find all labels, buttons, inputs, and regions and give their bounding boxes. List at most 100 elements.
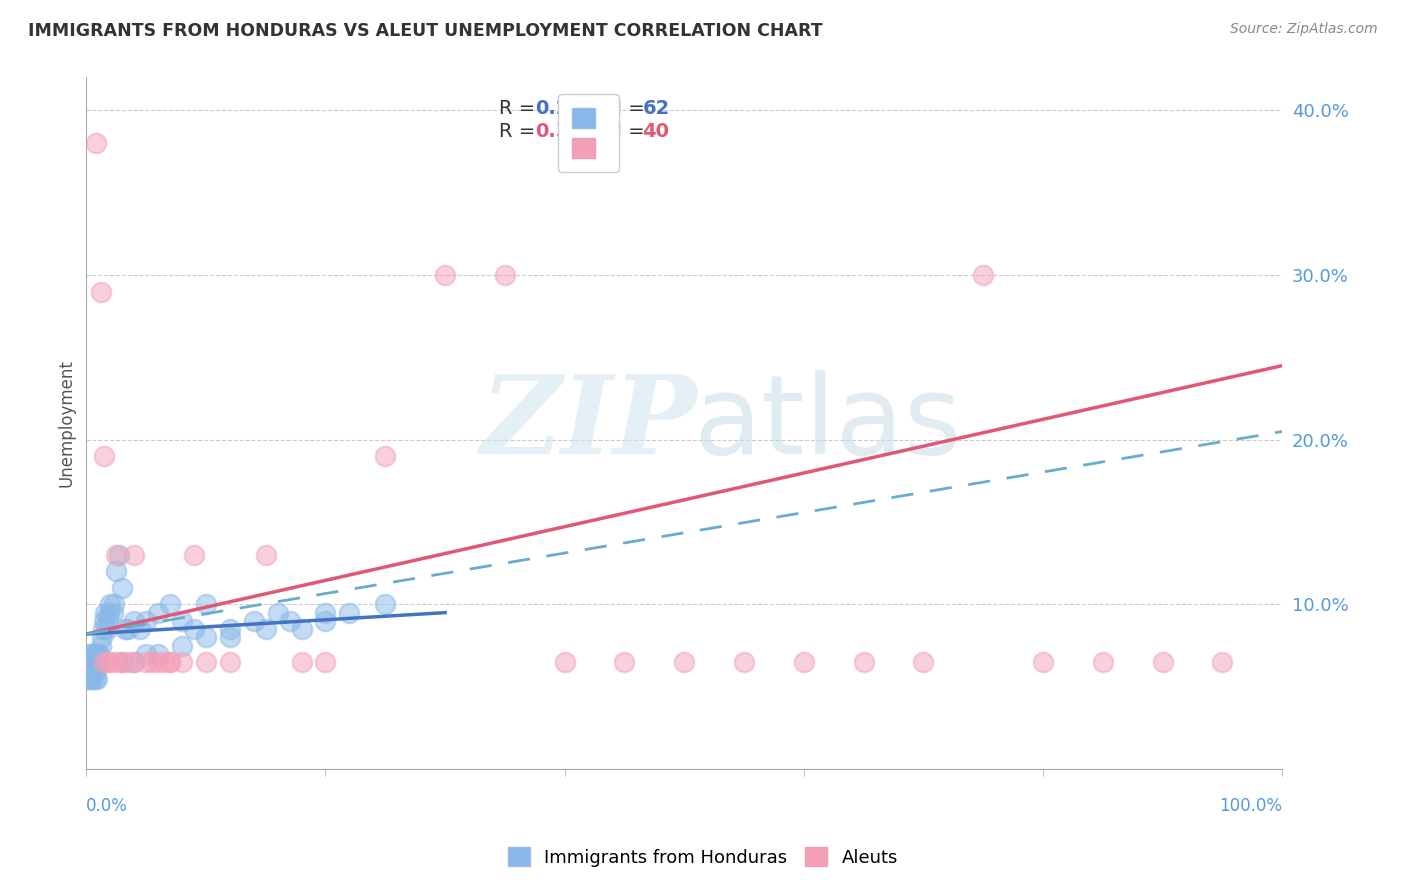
Point [79, 647, 101, 661]
Point [101, 606, 124, 620]
Point [93, 449, 115, 463]
Point [793, 655, 815, 669]
Text: R =: R = [499, 122, 541, 141]
Point [86, 672, 108, 686]
Text: Source: ZipAtlas.com: Source: ZipAtlas.com [1230, 22, 1378, 37]
Point [93, 655, 115, 669]
Point [290, 655, 312, 669]
Point [98, 655, 121, 669]
Point [141, 655, 163, 669]
Point [107, 548, 129, 562]
Point [111, 581, 134, 595]
Point [77, 655, 100, 669]
Point [494, 268, 516, 282]
Point [278, 614, 301, 628]
Point [912, 655, 935, 669]
Point [218, 631, 240, 645]
Point [374, 598, 396, 612]
Point [82, 663, 104, 677]
Text: 100.0%: 100.0% [1219, 797, 1282, 814]
Point [105, 548, 128, 562]
Legend: Immigrants from Honduras, Aleuts: Immigrants from Honduras, Aleuts [501, 840, 905, 874]
Point [290, 622, 312, 636]
Point [90, 639, 112, 653]
Point [94, 606, 117, 620]
Text: 0.393: 0.393 [534, 122, 596, 141]
Point [170, 614, 193, 628]
Point [84, 136, 107, 151]
Point [146, 647, 169, 661]
Point [122, 655, 145, 669]
Point [554, 655, 576, 669]
Text: 40: 40 [643, 122, 669, 141]
Y-axis label: Unemployment: Unemployment [58, 359, 75, 487]
Point [1152, 655, 1174, 669]
Point [83, 647, 105, 661]
Point [90, 631, 112, 645]
Point [98, 606, 121, 620]
Point [122, 548, 145, 562]
Point [159, 655, 181, 669]
Point [97, 655, 120, 669]
Point [122, 614, 145, 628]
Point [254, 622, 277, 636]
Point [314, 614, 336, 628]
Point [972, 268, 994, 282]
Text: 62: 62 [643, 99, 669, 118]
Point [90, 285, 112, 299]
Point [852, 655, 875, 669]
Point [84, 655, 107, 669]
Point [87, 647, 110, 661]
Point [159, 598, 181, 612]
Point [1211, 655, 1233, 669]
Point [82, 647, 104, 661]
Text: N =: N = [595, 122, 651, 141]
Point [96, 622, 118, 636]
Point [135, 614, 157, 628]
Point [79, 672, 101, 686]
Point [613, 655, 636, 669]
Point [89, 655, 111, 669]
Point [111, 655, 134, 669]
Point [135, 647, 157, 661]
Point [374, 449, 396, 463]
Point [194, 598, 217, 612]
Point [97, 614, 120, 628]
Point [117, 655, 139, 669]
Point [170, 639, 193, 653]
Point [434, 268, 457, 282]
Point [105, 565, 128, 579]
Point [103, 598, 125, 612]
Text: ZIP: ZIP [481, 369, 697, 477]
Point [82, 655, 104, 669]
Point [218, 622, 240, 636]
Point [170, 655, 193, 669]
Point [673, 655, 696, 669]
Text: N =: N = [595, 99, 651, 118]
Point [105, 655, 128, 669]
Point [76, 672, 98, 686]
Text: IMMIGRANTS FROM HONDURAS VS ALEUT UNEMPLOYMENT CORRELATION CHART: IMMIGRANTS FROM HONDURAS VS ALEUT UNEMPL… [28, 22, 823, 40]
Point [194, 655, 217, 669]
Point [117, 622, 139, 636]
Point [314, 606, 336, 620]
Point [84, 663, 107, 677]
Text: 0.0%: 0.0% [86, 797, 128, 814]
Point [194, 631, 217, 645]
Legend: , : , [558, 94, 619, 172]
Point [111, 655, 134, 669]
Point [218, 655, 240, 669]
Point [129, 622, 152, 636]
Point [98, 598, 121, 612]
Point [242, 614, 264, 628]
Point [89, 647, 111, 661]
Point [1032, 655, 1054, 669]
Point [87, 655, 110, 669]
Point [135, 655, 157, 669]
Point [86, 647, 108, 661]
Point [83, 672, 105, 686]
Text: R =: R = [499, 99, 541, 118]
Text: atlas: atlas [693, 370, 962, 476]
Point [183, 548, 205, 562]
Point [183, 622, 205, 636]
